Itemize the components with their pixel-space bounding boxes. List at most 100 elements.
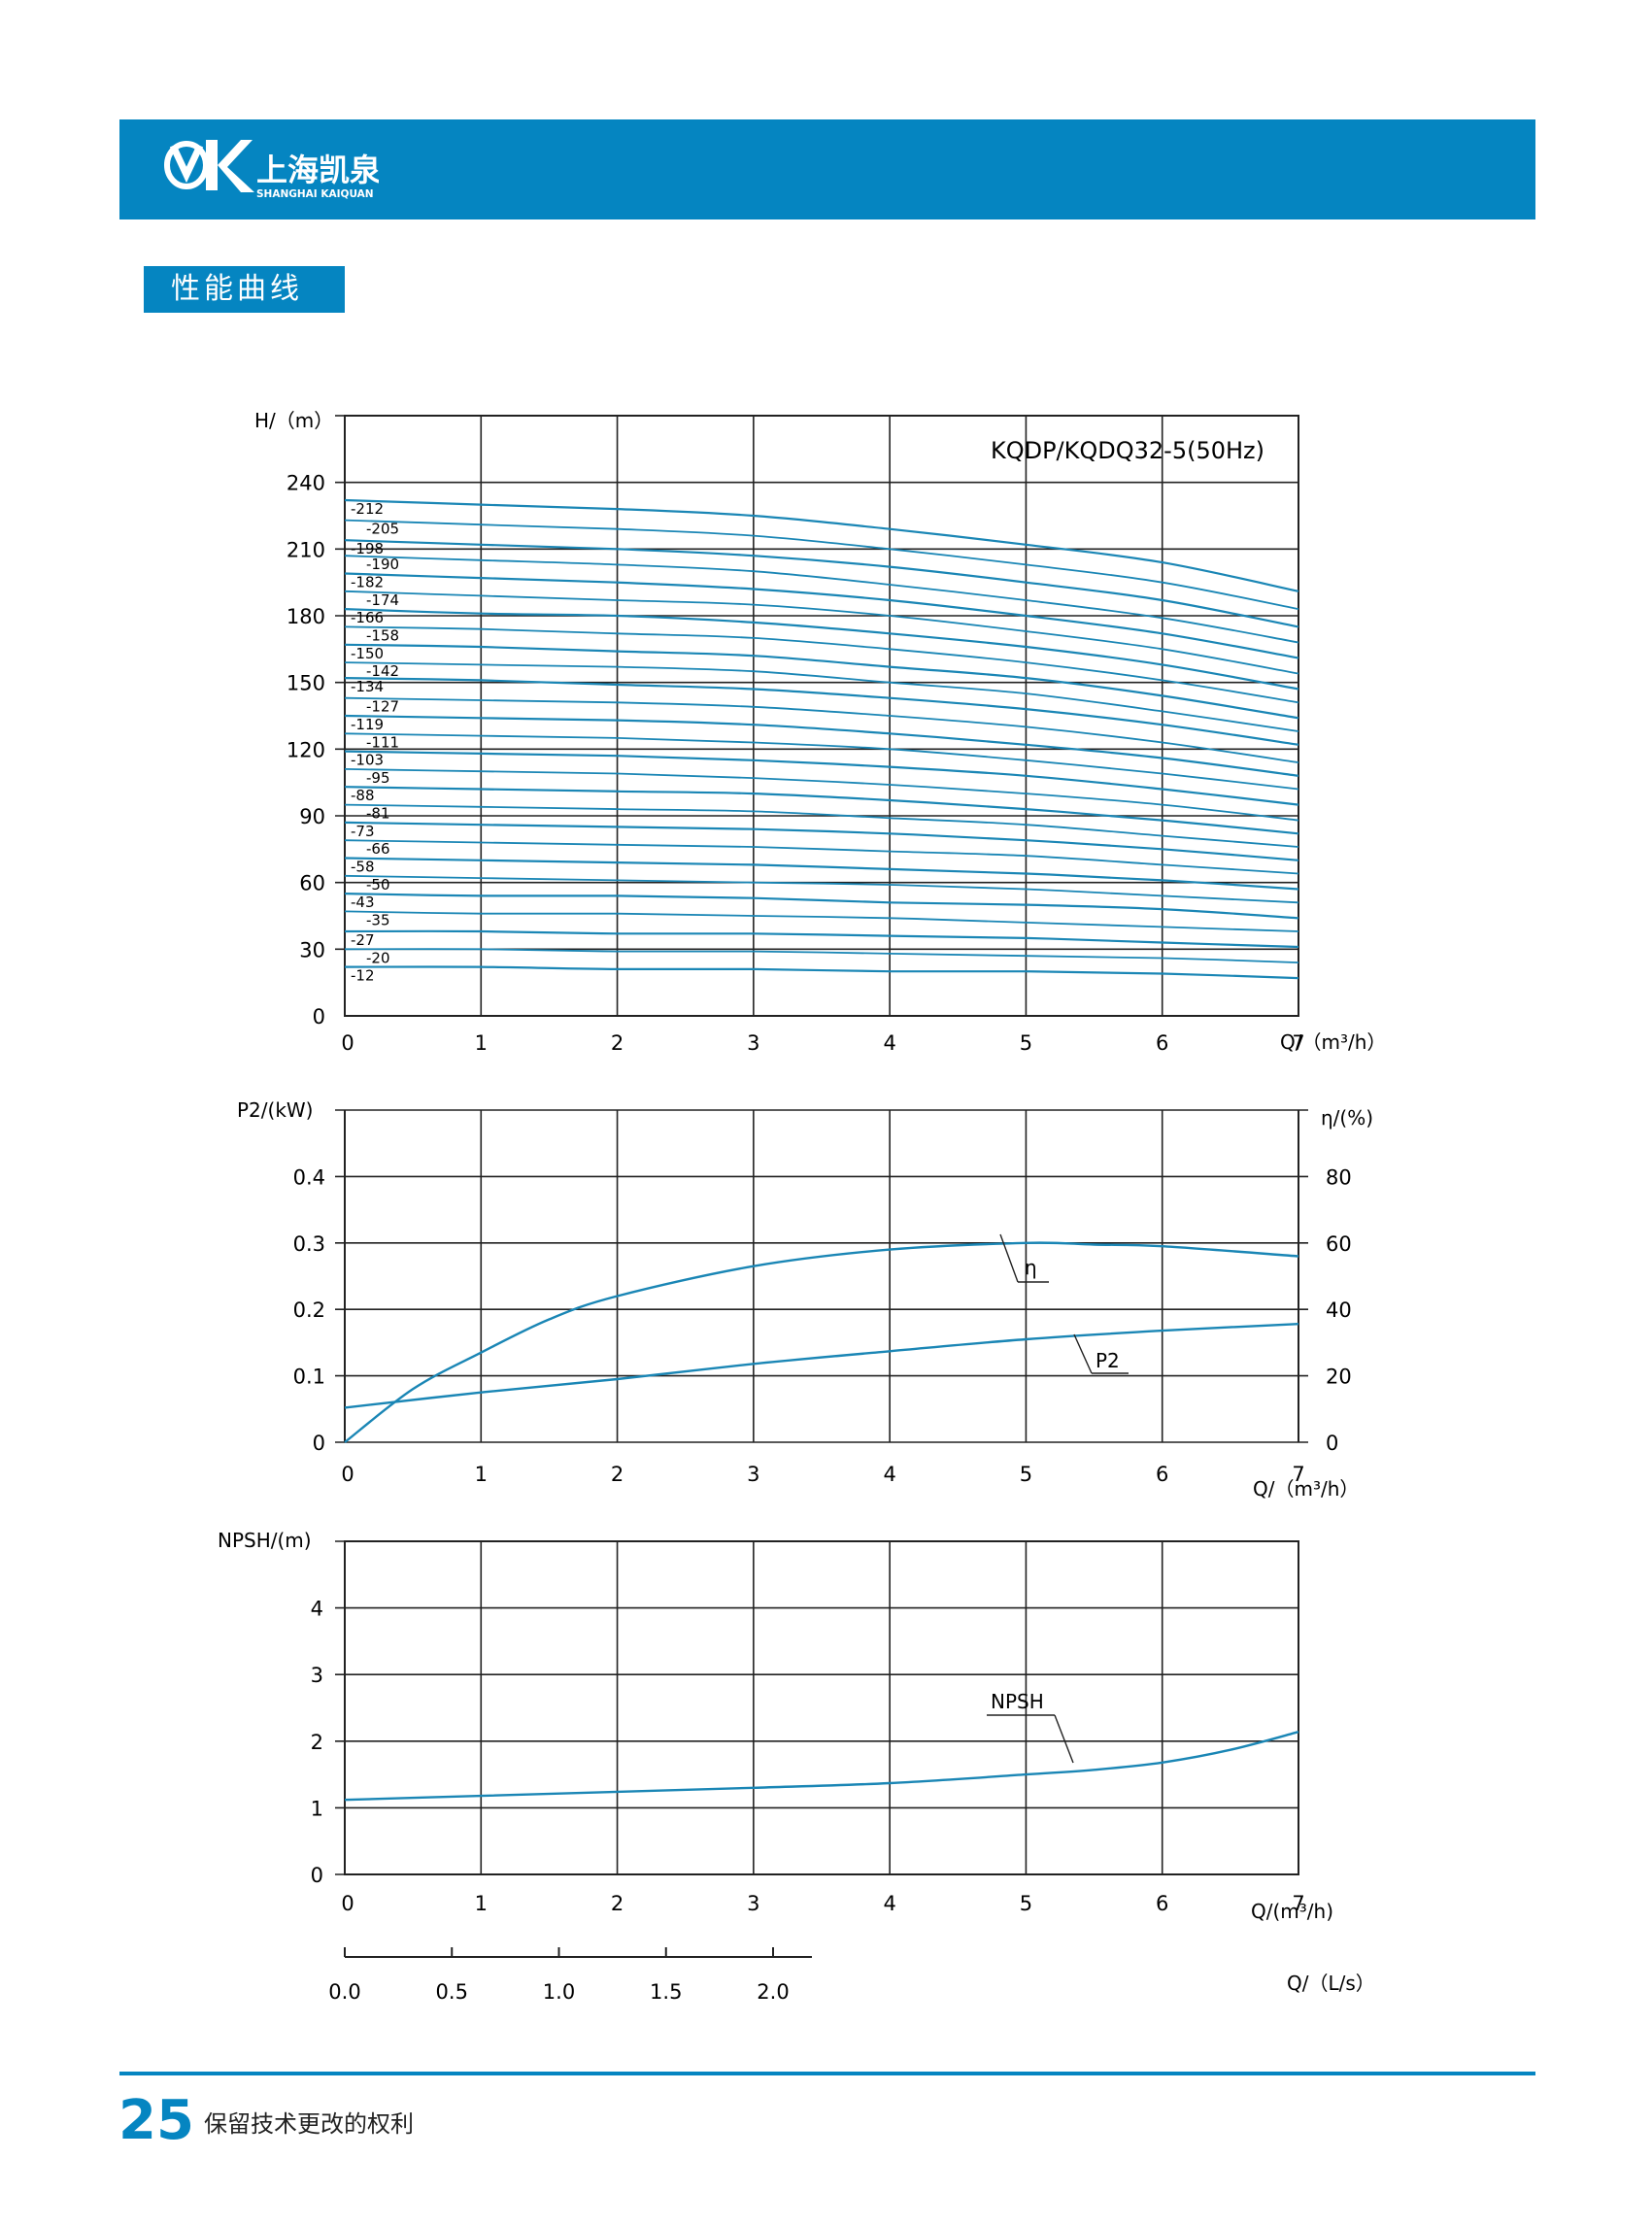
head-curve-stage-50: [344, 874, 1299, 904]
head-stage-label: -73: [351, 823, 375, 840]
head-x-axis-label: Q/（m³/h）: [1280, 1030, 1386, 1054]
head-stage-label: -50: [366, 876, 390, 894]
head-curve-stage-190: [344, 555, 1299, 644]
head-curve-stage-127: [344, 696, 1299, 763]
head-curve-stage-119: [344, 714, 1299, 777]
head-stage-label: -127: [366, 698, 399, 716]
flow-ls-tick: 0.0: [328, 1980, 360, 2004]
power-x-tick: 7: [1292, 1463, 1304, 1486]
efficiency-y-axis-label: η/(%): [1321, 1106, 1373, 1130]
power-x-tick: 4: [883, 1463, 895, 1486]
head-curve-stage-150: [344, 643, 1299, 720]
head-stage-label: -182: [351, 574, 384, 591]
head-stage-label: -190: [366, 556, 399, 573]
npsh-x-tick: 3: [747, 1892, 759, 1915]
head-curve-stage-158: [344, 625, 1299, 704]
head-y-tick: 180: [287, 605, 325, 628]
npsh-y-axis-label: NPSH/(m): [218, 1529, 312, 1552]
head-y-tick: 120: [287, 738, 325, 761]
series-line-efficiency: [344, 1241, 1299, 1443]
head-y-tick: 150: [287, 672, 325, 695]
head-stage-label: -27: [351, 931, 375, 949]
head-stage-label: -205: [366, 521, 399, 538]
head-stage-label: -35: [366, 911, 390, 928]
power-x-tick: 3: [747, 1463, 759, 1486]
npsh-y-tick: 2: [311, 1731, 323, 1754]
npsh-x-tick: 5: [1020, 1892, 1032, 1915]
head-x-tick: 3: [747, 1031, 759, 1055]
head-stage-label: -134: [351, 678, 384, 695]
head-curve-stage-174: [344, 590, 1299, 675]
head-curve-stage-111: [344, 732, 1299, 791]
efficiency-y-tick: 40: [1326, 1298, 1352, 1322]
head-curve-stage-73: [344, 821, 1299, 861]
power-y-axis-label: P2/(kW): [237, 1098, 314, 1122]
power-x-tick: 6: [1156, 1463, 1168, 1486]
power-x-tick: 1: [475, 1463, 488, 1486]
npsh-y-tick: 4: [311, 1598, 323, 1621]
head-curve-stage-103: [344, 750, 1299, 806]
head-stage-label: -20: [366, 949, 390, 966]
head-stage-label: -111: [366, 733, 399, 751]
efficiency-y-tick: 0: [1326, 1432, 1338, 1455]
npsh-x-tick: 0: [341, 1892, 354, 1915]
power-y-tick: 0.1: [293, 1366, 325, 1389]
npsh-x-tick: 7: [1292, 1892, 1304, 1915]
head-curve-stage-205: [344, 519, 1299, 610]
power-y-tick: 0.2: [293, 1298, 325, 1322]
flow-ls-tick: 1.0: [543, 1980, 575, 2004]
npsh-x-tick: 4: [883, 1892, 895, 1915]
npsh-series-label: NPSH: [991, 1690, 1044, 1713]
npsh-x-tick: 1: [475, 1892, 488, 1915]
power-x-tick: 0: [341, 1463, 354, 1486]
power-x-tick: 2: [611, 1463, 624, 1486]
npsh-y-tick: 0: [311, 1864, 323, 1887]
head-stage-label: -43: [351, 894, 375, 911]
head-y-tick: 210: [287, 538, 325, 561]
head-x-tick: 4: [883, 1031, 895, 1055]
series-line-npsh: [344, 1731, 1299, 1802]
head-x-tick: 2: [611, 1031, 624, 1055]
npsh-x-tick: 2: [611, 1892, 624, 1915]
section-title: 性能曲线: [144, 266, 345, 313]
power-series-label: P2: [1096, 1349, 1120, 1372]
head-stage-label: -174: [366, 591, 399, 609]
npsh-x-tick: 6: [1156, 1892, 1168, 1915]
head-stage-label: -119: [351, 716, 384, 733]
head-chart-title: KQDP/KQDQ32-5(50Hz): [991, 437, 1264, 464]
head-x-tick: 5: [1020, 1031, 1032, 1055]
brand-name-cn: 上海凯泉: [256, 152, 379, 188]
series-line-power: [344, 1323, 1299, 1409]
flow-ls-tick: 1.5: [650, 1980, 682, 2004]
head-chart: 0 1 2 3 4 5 6 7 0 30 60 90 120 150 180 210 240 H/（m） Q/（m³…: [254, 409, 1386, 1055]
head-stage-label: -142: [366, 662, 399, 680]
head-stage-label: -103: [351, 752, 384, 769]
head-x-tick: 7: [1292, 1031, 1304, 1055]
brand-logo: 上海凯泉 SHANGHAI KAIQUAN: [164, 140, 379, 200]
head-curve-stage-95: [344, 768, 1299, 822]
head-y-tick: 0: [313, 1005, 325, 1029]
head-curve-stage-12: [344, 965, 1299, 980]
head-stage-label: -212: [351, 500, 384, 518]
flow-ls-tick: 2.0: [757, 1980, 789, 2004]
head-curve-stage-182: [344, 572, 1299, 659]
efficiency-y-tick: 20: [1326, 1366, 1352, 1389]
head-stage-label: -158: [366, 626, 399, 644]
head-y-axis-label: H/（m）: [254, 409, 333, 432]
head-curve-stage-88: [344, 786, 1299, 835]
efficiency-y-tick: 60: [1326, 1232, 1352, 1256]
power-y-tick: 0.3: [293, 1232, 325, 1256]
power-x-tick: 5: [1020, 1463, 1032, 1486]
footer-note: 保留技术更改的权利: [204, 2110, 414, 2138]
footer-rule: [119, 2072, 1535, 2075]
head-stage-label: -166: [351, 609, 384, 626]
head-curve-stage-20: [344, 948, 1299, 963]
head-curve-stage-134: [344, 677, 1299, 746]
head-y-tick: 90: [299, 805, 325, 828]
power-x-axis-label: Q/（m³/h）: [1253, 1477, 1359, 1501]
head-y-tick: 60: [299, 872, 325, 895]
power-y-tick: 0.4: [293, 1165, 325, 1189]
head-curve-stage-27: [344, 929, 1299, 949]
